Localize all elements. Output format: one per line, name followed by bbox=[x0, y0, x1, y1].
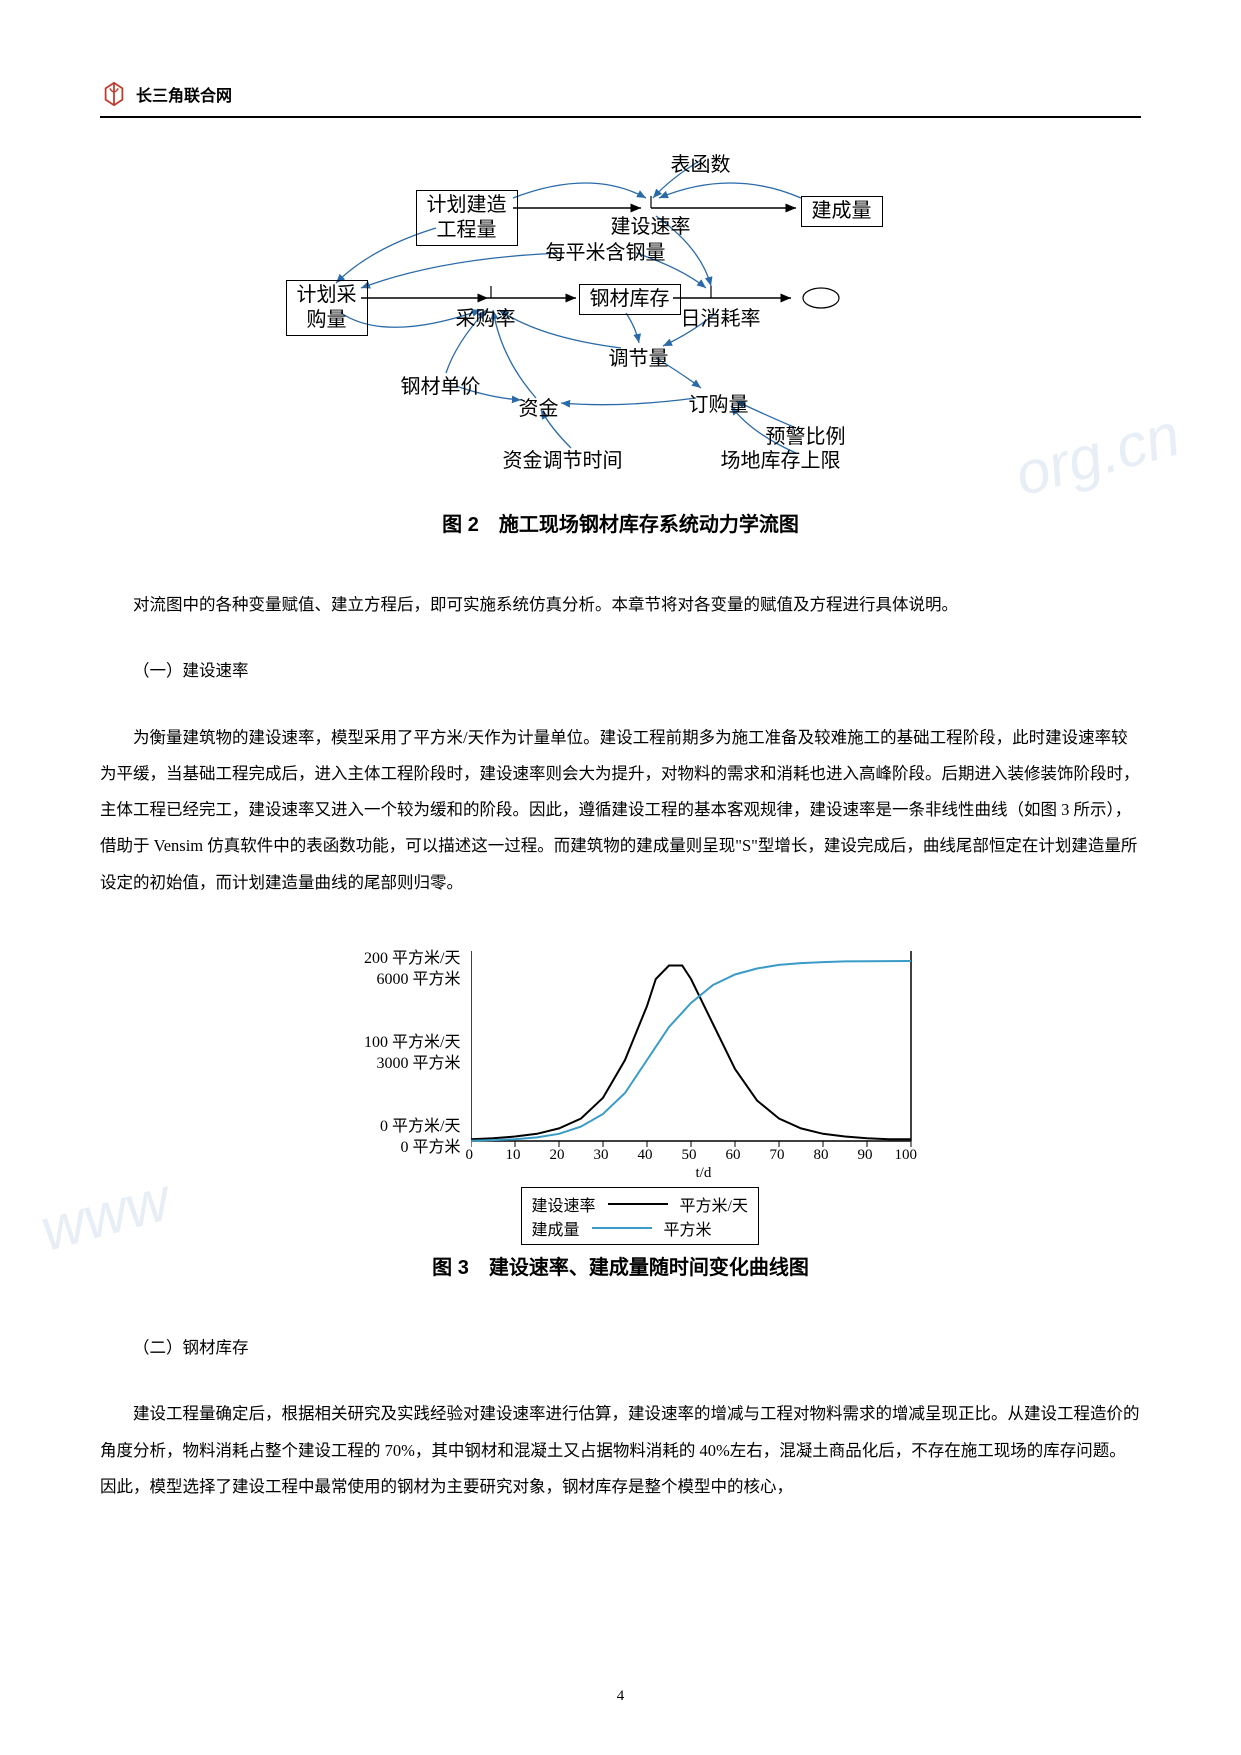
subheading-1: （一）建设速率 bbox=[100, 653, 1141, 689]
xtick: 0 bbox=[466, 1147, 474, 1164]
label: 计划采 购量 bbox=[297, 284, 357, 331]
rate-qty-chart: 200 平方米/天 6000 平方米 100 平方米/天 3000 平方米 0 … bbox=[311, 931, 931, 1231]
legend-swatch bbox=[592, 1227, 652, 1229]
xtick: 50 bbox=[682, 1147, 697, 1164]
site-name: 长三角联合网 bbox=[136, 82, 232, 106]
label: 计划建造 工程量 bbox=[427, 194, 507, 241]
xtick: 90 bbox=[858, 1147, 873, 1164]
figure3-caption: 图 3 建设速率、建成量随时间变化曲线图 bbox=[100, 1251, 1141, 1280]
node-zijin-tiaojie: 资金调节时间 bbox=[503, 444, 623, 473]
node-tiaojieliang: 调节量 bbox=[609, 342, 669, 371]
xtick: 20 bbox=[550, 1147, 565, 1164]
ytick: 0 平方米 bbox=[400, 1139, 460, 1156]
ytick: 6000 平方米 bbox=[376, 971, 460, 988]
node-jihua-jianzao: 计划建造 工程量 bbox=[416, 190, 518, 246]
subheading-2: （二）钢材库存 bbox=[100, 1330, 1141, 1366]
node-jianchengliang: 建成量 bbox=[801, 196, 883, 227]
node-dinggouliang: 订购量 bbox=[689, 388, 749, 417]
node-rixiaohaolv: 日消耗率 bbox=[681, 302, 761, 331]
xtick: 30 bbox=[594, 1147, 609, 1164]
legend-unit: 平方米/天 bbox=[680, 1192, 748, 1216]
legend-swatch bbox=[608, 1203, 668, 1205]
watermark: www bbox=[33, 1164, 176, 1264]
xtick: 70 bbox=[770, 1147, 785, 1164]
system-dynamics-diagram: 表函数 计划建造 工程量 建成量 建设速率 每平米含钢量 计划采 购量 采购率 … bbox=[241, 148, 1001, 488]
node-zijin: 资金 bbox=[519, 392, 559, 421]
node-jianshe-sulv: 建设速率 bbox=[611, 210, 691, 239]
page-header: 长三角联合网 bbox=[100, 80, 1141, 108]
xtick: 60 bbox=[726, 1147, 741, 1164]
paragraph-3: 建设工程量确定后，根据相关研究及实践经验对建设速率进行估算，建设速率的增减与工程… bbox=[100, 1396, 1141, 1505]
xtick: 40 bbox=[638, 1147, 653, 1164]
xtick: 100 bbox=[895, 1147, 918, 1164]
node-caigoulv: 采购率 bbox=[456, 302, 516, 331]
legend-unit: 平方米 bbox=[664, 1216, 712, 1240]
paragraph-2: 为衡量建筑物的建设速率，模型采用了平方米/天作为计量单位。建设工程前期多为施工准… bbox=[100, 720, 1141, 901]
node-biaohanshu: 表函数 bbox=[671, 148, 731, 177]
site-logo-icon bbox=[100, 80, 128, 108]
chart-legend: 建设速率 平方米/天 建成量 平方米 bbox=[521, 1187, 759, 1245]
chart-plot-area bbox=[471, 951, 921, 1151]
xtick: 80 bbox=[814, 1147, 829, 1164]
legend-label: 建设速率 bbox=[532, 1192, 596, 1216]
ytick: 100 平方米/天 bbox=[364, 1034, 460, 1051]
paragraph-1: 对流图中的各种变量赋值、建立方程后，即可实施系统仿真分析。本章节将对各变量的赋值… bbox=[100, 587, 1141, 623]
node-meipingmi: 每平米含钢量 bbox=[546, 236, 666, 265]
ytick: 3000 平方米 bbox=[376, 1055, 460, 1072]
node-changdi-kucun: 场地库存上限 bbox=[721, 444, 841, 473]
node-gangcai-danjia: 钢材单价 bbox=[401, 370, 481, 399]
watermark: org.cn bbox=[1008, 400, 1187, 510]
figure2-caption: 图 2 施工现场钢材库存系统动力学流图 bbox=[100, 508, 1141, 537]
node-gangcai-kucun: 钢材库存 bbox=[579, 284, 681, 315]
x-axis-title: t/d bbox=[696, 1165, 712, 1182]
xtick: 10 bbox=[506, 1147, 521, 1164]
ytick: 0 平方米/天 bbox=[380, 1118, 460, 1135]
page-number: 4 bbox=[617, 1688, 625, 1705]
header-divider bbox=[100, 116, 1141, 118]
node-jihua-caigou: 计划采 购量 bbox=[286, 280, 368, 336]
legend-label: 建成量 bbox=[532, 1216, 580, 1240]
ytick: 200 平方米/天 bbox=[364, 950, 460, 967]
